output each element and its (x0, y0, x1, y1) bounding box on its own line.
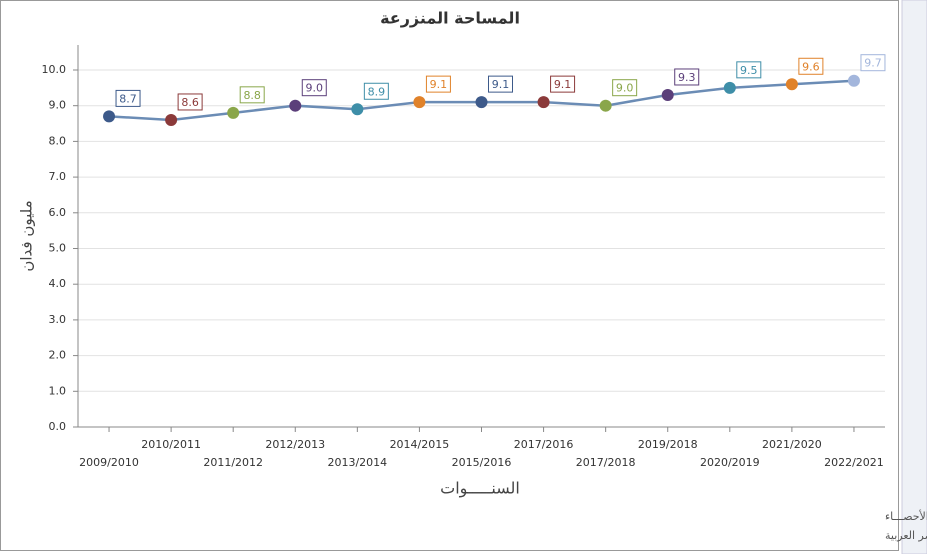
x-tick-label: 2012/2013 (265, 438, 325, 451)
x-tick-label: 2017/2016 (514, 438, 574, 451)
value-label: 9.6 (802, 60, 820, 73)
point (413, 96, 426, 109)
value-label: 8.7 (119, 92, 137, 105)
value-label: 9.3 (678, 71, 696, 84)
x-tick-label: 2011/2012 (203, 456, 263, 469)
value-label-box (798, 57, 824, 75)
y-axis-label: مليون فدان (18, 200, 36, 271)
x-tick-label: 2015/2016 (452, 456, 512, 469)
value-label: 9.7 (864, 57, 882, 70)
y-tick-label: 5.0 (49, 241, 67, 254)
point (785, 78, 798, 91)
y-tick-label: 3.0 (49, 313, 67, 326)
footer-note: حقوق الملكية للجهـــاز المركزي للتعبئة ا… (885, 509, 927, 523)
value-label-box (115, 89, 141, 107)
point (475, 96, 488, 109)
y-tick-label: 1.0 (49, 384, 67, 397)
x-tick-label: 2022/2021 (824, 456, 884, 469)
value-label: 8.6 (181, 96, 199, 109)
value-label: 9.5 (740, 64, 758, 77)
y-tick-label: 0.0 (49, 420, 67, 433)
y-tick-label: 8.0 (49, 134, 67, 147)
x-axis-label: السنـــــوات (440, 479, 520, 499)
point (165, 113, 178, 126)
point (599, 99, 612, 112)
value-label-box (736, 61, 762, 79)
y-tick-label: 7.0 (49, 170, 67, 183)
point (289, 99, 302, 112)
value-label-box (674, 68, 700, 86)
value-label: 9.1 (554, 78, 572, 91)
chart-title: المساحة المنزرعة (380, 9, 520, 28)
point (723, 81, 736, 94)
value-label-box (550, 75, 576, 93)
x-tick-label: 2013/2014 (327, 456, 387, 469)
point (103, 110, 116, 123)
x-tick-label: 2014/2015 (390, 438, 450, 451)
point (351, 103, 364, 116)
point (847, 74, 860, 87)
value-label: 9.0 (616, 82, 634, 95)
value-label-box (860, 54, 886, 72)
point (661, 88, 674, 101)
value-label-box (488, 75, 513, 93)
x-tick-label: 2020/2019 (700, 456, 760, 469)
y-tick-label: 4.0 (49, 277, 67, 290)
y-tick-label: 6.0 (49, 206, 67, 219)
value-label: 9.1 (492, 78, 510, 91)
x-tick-label: 2009/2010 (79, 456, 139, 469)
value-label: 9.0 (306, 82, 324, 95)
point (537, 96, 550, 109)
point (227, 106, 240, 119)
x-tick-label: 2010/2011 (141, 438, 201, 451)
value-label-box (425, 75, 451, 93)
value-label-box (177, 93, 203, 111)
y-tick-label: 10.0 (42, 63, 67, 76)
side-panel (901, 0, 927, 554)
value-label-box (239, 86, 265, 104)
value-label-box (301, 79, 327, 97)
y-tick-label: 2.0 (49, 349, 67, 362)
value-label: 8.9 (368, 85, 386, 98)
value-label-box (612, 79, 638, 97)
x-tick-label: 2017/2018 (576, 456, 636, 469)
value-label: 8.8 (243, 89, 261, 102)
footer-note: المصدر الأسـاسـي للأحصاءات الرسـمية لجمه… (885, 528, 927, 542)
value-label: 9.1 (430, 78, 448, 91)
x-tick-label: 2019/2018 (638, 438, 698, 451)
x-tick-label: 2021/2020 (762, 438, 822, 451)
y-tick-label: 9.0 (49, 99, 67, 112)
value-label-box (363, 82, 389, 100)
